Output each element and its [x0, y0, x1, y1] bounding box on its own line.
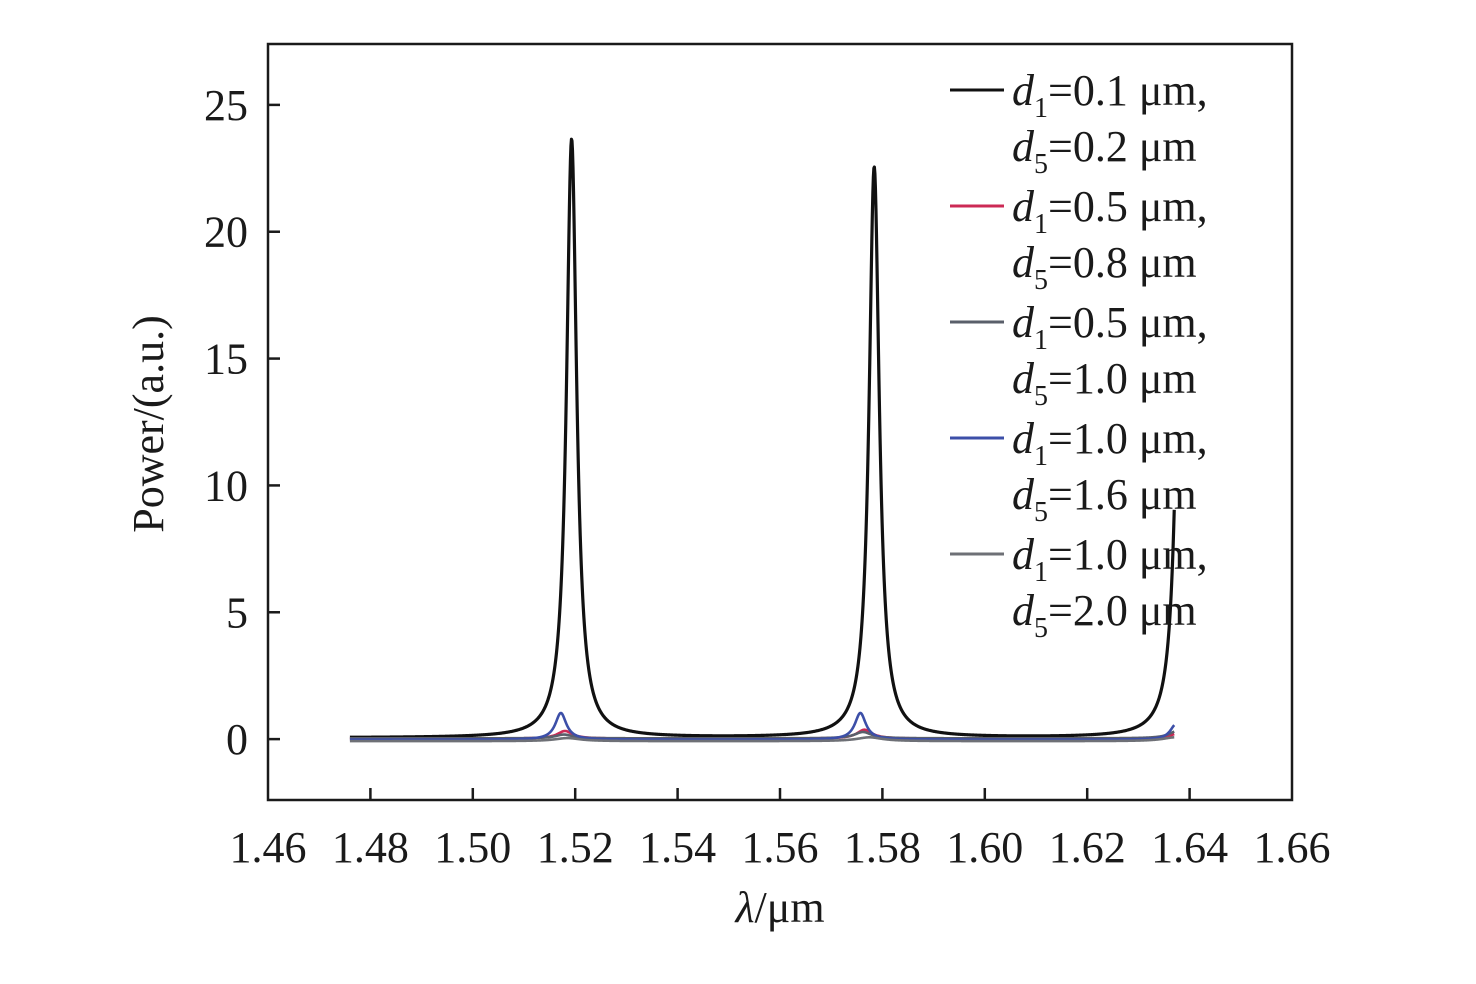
series-line-4	[349, 711, 1176, 741]
y-tick-label: 10	[204, 461, 248, 510]
x-tick-label: 1.64	[1151, 823, 1228, 872]
legend-label-line2: d5=0.8 μm	[1012, 238, 1197, 296]
x-tick-label: 1.62	[1049, 823, 1126, 872]
y-tick-label: 15	[204, 335, 248, 384]
legend-label-line1: d1=0.5 μm,	[1012, 298, 1208, 356]
legend-label-line1: d1=0.5 μm,	[1012, 182, 1208, 240]
x-tick-label: 1.60	[946, 823, 1023, 872]
legend-label-line2: d5=0.2 μm	[1012, 122, 1197, 180]
y-ticks: 0 5 10 15 20 25	[204, 81, 280, 764]
legend-label-line2: d5=1.6 μm	[1012, 470, 1197, 528]
legend-label-line2: d5=2.0 μm	[1012, 586, 1197, 644]
y-tick-label: 0	[226, 715, 248, 764]
legend-label-line1: d1=1.0 μm,	[1012, 530, 1208, 588]
x-tick-label: 1.58	[844, 823, 921, 872]
y-tick-label: 5	[226, 588, 248, 637]
y-tick-label: 25	[204, 81, 248, 130]
series-layer	[348, 137, 1176, 743]
x-tick-label: 1.48	[332, 823, 409, 872]
x-axis-unit: /μm	[755, 883, 825, 932]
legend-entry-3: d1=0.5 μm,d5=1.0 μm	[950, 298, 1208, 412]
series-line-5	[349, 736, 1176, 743]
legend-entry-1: d1=0.1 μm,d5=0.2 μm	[950, 66, 1208, 180]
legend-entry-4: d1=1.0 μm,d5=1.6 μm	[950, 414, 1208, 528]
series-line-1	[348, 137, 1176, 739]
legend-label-line1: d1=0.1 μm,	[1012, 66, 1208, 124]
x-tick-label: 1.52	[537, 823, 614, 872]
legend-label-line1: d1=1.0 μm,	[1012, 414, 1208, 472]
y-axis-title: Power/(a.u.)	[124, 315, 173, 533]
x-tick-label: 1.50	[434, 823, 511, 872]
x-tick-label: 1.56	[742, 823, 819, 872]
legend-entry-2: d1=0.5 μm,d5=0.8 μm	[950, 182, 1208, 296]
legend-entry-5: d1=1.0 μm,d5=2.0 μm	[950, 530, 1208, 644]
x-tick-label: 1.66	[1254, 823, 1331, 872]
x-axis-symbol: λ	[733, 883, 754, 932]
y-tick-label: 20	[204, 208, 248, 257]
x-axis-title: λ/μm	[733, 883, 824, 932]
x-tick-label: 1.46	[230, 823, 307, 872]
legend-label-line2: d5=1.0 μm	[1012, 354, 1197, 412]
x-tick-label: 1.54	[639, 823, 716, 872]
x-ticks: 1.46 1.48 1.50 1.52 1.54 1.56 1.58 1.60 1.62 1.64…	[230, 788, 1331, 872]
